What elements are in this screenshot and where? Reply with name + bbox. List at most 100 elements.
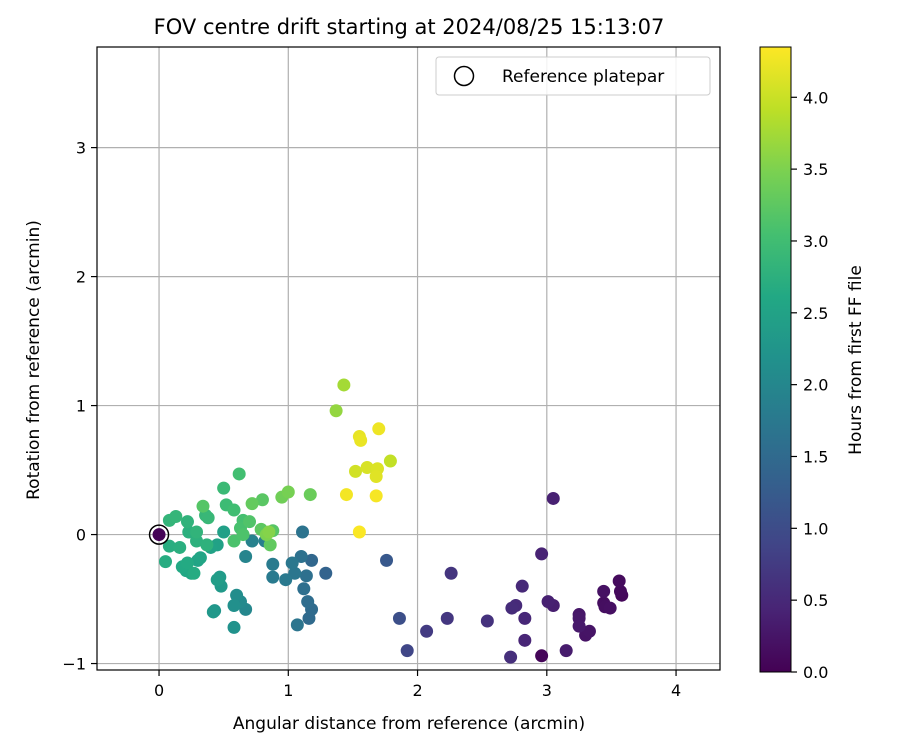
- data-point: [296, 525, 310, 539]
- data-point: [603, 601, 617, 615]
- x-axis-label: Angular distance from reference (arcmin): [233, 714, 585, 734]
- data-point: [392, 611, 406, 625]
- x-tick-label: 0: [154, 681, 164, 700]
- data-point: [400, 644, 414, 658]
- data-point: [159, 555, 173, 569]
- data-point: [518, 611, 532, 625]
- data-point: [190, 525, 204, 539]
- data-point: [187, 566, 201, 580]
- data-point: [372, 422, 386, 436]
- x-tick-label: 3: [542, 681, 552, 700]
- legend-marker: [453, 65, 475, 87]
- scatter-points: [152, 378, 629, 664]
- data-point: [281, 485, 295, 499]
- data-point: [297, 582, 311, 596]
- data-point: [440, 611, 454, 625]
- data-point: [279, 573, 293, 587]
- data-point: [369, 470, 383, 484]
- data-point: [196, 499, 210, 513]
- data-point: [263, 538, 277, 552]
- data-point: [360, 460, 374, 474]
- grid: [97, 47, 720, 670]
- data-point: [597, 584, 611, 598]
- y-tick-label: 2: [76, 268, 86, 287]
- data-point: [380, 553, 394, 567]
- data-point: [369, 489, 383, 503]
- data-point: [290, 618, 304, 632]
- y-tick-label: −1: [62, 655, 86, 674]
- data-point: [329, 404, 343, 418]
- legend-label: Reference platepar: [502, 67, 664, 87]
- data-point: [162, 539, 176, 553]
- data-point: [227, 503, 241, 517]
- colorbar-tick-label: 4.0: [803, 88, 828, 107]
- data-point: [352, 525, 366, 539]
- data-point: [339, 488, 353, 502]
- y-axis-label: Rotation from reference (arcmin): [24, 220, 44, 500]
- data-point: [354, 433, 368, 447]
- data-point: [169, 510, 183, 524]
- legend: Reference platepar: [435, 56, 711, 96]
- data-point: [337, 378, 351, 392]
- data-point: [480, 614, 494, 628]
- data-point: [515, 579, 529, 593]
- data-point: [319, 566, 333, 580]
- data-point: [305, 553, 319, 567]
- colorbar-tick-label: 3.5: [803, 160, 828, 179]
- data-point: [239, 549, 253, 563]
- data-point: [236, 528, 250, 542]
- data-point: [262, 525, 276, 539]
- data-point: [303, 488, 317, 502]
- data-point: [420, 624, 434, 638]
- data-point: [612, 574, 626, 588]
- data-point: [582, 624, 596, 638]
- data-point: [180, 556, 194, 570]
- data-point: [294, 549, 308, 563]
- data-point: [230, 588, 244, 602]
- data-point: [444, 566, 458, 580]
- data-point: [180, 515, 194, 529]
- data-point: [299, 569, 313, 583]
- data-point: [217, 525, 231, 539]
- y-tick-label: 1: [76, 397, 86, 416]
- data-point: [243, 515, 257, 529]
- data-point: [535, 649, 549, 663]
- reference-marker: [148, 524, 170, 545]
- x-tick-label: 2: [412, 681, 422, 700]
- data-point: [210, 573, 224, 587]
- data-point: [504, 650, 518, 664]
- data-point: [285, 556, 299, 570]
- data-point: [559, 644, 573, 658]
- data-point: [245, 497, 259, 511]
- data-point: [383, 454, 397, 468]
- colorbar-tick-label: 1.0: [803, 519, 828, 538]
- data-point: [200, 538, 214, 552]
- x-tick-label: 4: [671, 681, 681, 700]
- data-point: [201, 511, 215, 525]
- y-tick-label: 0: [76, 526, 86, 545]
- data-point: [541, 595, 555, 609]
- colorbar-tick-label: 2.0: [803, 376, 828, 395]
- data-point: [206, 605, 220, 619]
- colorbar-tick-label: 3.0: [803, 232, 828, 251]
- data-point: [572, 619, 586, 633]
- data-point: [190, 534, 204, 548]
- y-axis: −1 0 1 2 3: [62, 139, 97, 674]
- colorbar-tick-label: 1.5: [803, 447, 828, 466]
- data-point: [173, 540, 187, 554]
- data-point: [266, 557, 280, 571]
- colorbar: [759, 46, 792, 673]
- colorbar-tick-label: 0.5: [803, 591, 828, 610]
- data-point: [288, 566, 302, 580]
- data-point: [301, 595, 315, 609]
- data-point: [227, 599, 241, 613]
- data-point: [217, 481, 231, 495]
- data-point: [613, 584, 627, 598]
- data-point: [546, 491, 560, 505]
- x-tick-label: 1: [283, 681, 293, 700]
- data-point: [255, 493, 269, 507]
- colorbar-tick-label: 0.0: [803, 663, 828, 682]
- data-point: [193, 551, 207, 565]
- data-point: [505, 601, 519, 615]
